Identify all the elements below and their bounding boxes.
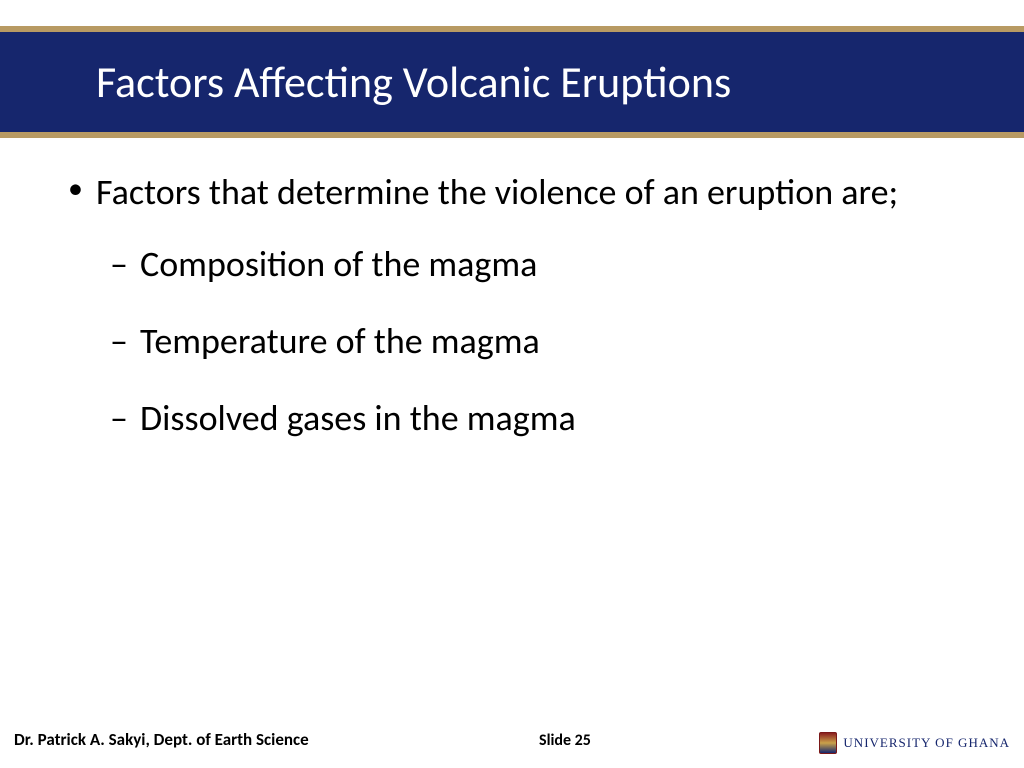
title-bar: Factors Affecting Volcanic Eruptions xyxy=(0,32,1024,132)
sub-bullet-1: Composition of the magma xyxy=(60,243,964,286)
title-band: Factors Affecting Volcanic Eruptions xyxy=(0,26,1024,138)
university-name: UNIVERSITY OF GHANA xyxy=(843,735,1010,751)
main-bullet: Factors that determine the violence of a… xyxy=(60,170,964,215)
sub-bullet-3: Dissolved gases in the magma xyxy=(60,397,964,440)
gold-bottom-stripe xyxy=(0,132,1024,138)
footer-university: UNIVERSITY OF GHANA xyxy=(819,732,1010,754)
footer-author: Dr. Patrick A. Sakyi, Dept. of Earth Sci… xyxy=(14,729,309,750)
crest-icon xyxy=(819,732,837,754)
slide-content: Factors that determine the violence of a… xyxy=(60,170,964,475)
footer-slide-number: Slide 25 xyxy=(539,731,591,750)
slide-title: Factors Affecting Volcanic Eruptions xyxy=(96,55,731,109)
sub-bullet-2: Temperature of the magma xyxy=(60,320,964,363)
footer: Dr. Patrick A. Sakyi, Dept. of Earth Sci… xyxy=(0,720,1024,750)
